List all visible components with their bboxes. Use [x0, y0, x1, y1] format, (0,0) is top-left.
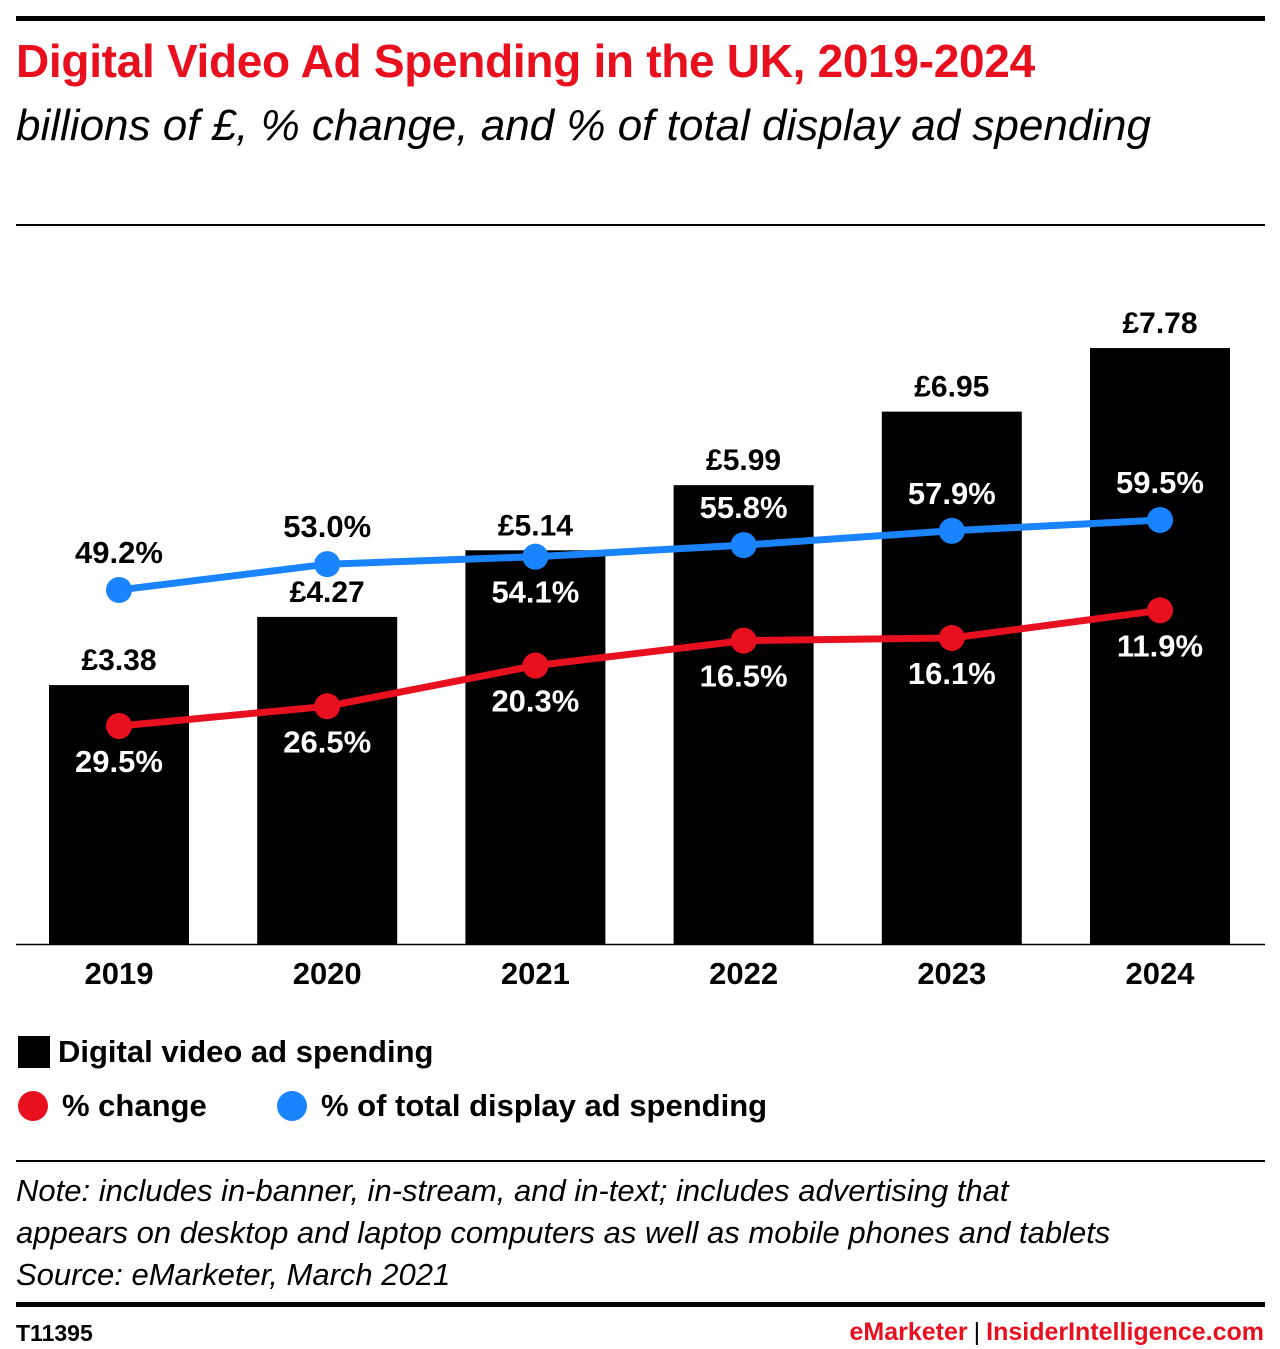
note-line-2: appears on desktop and laptop computers …	[16, 1215, 1111, 1250]
legend-blue: % of total display ad spending	[277, 1088, 767, 1124]
legend-red: % change	[18, 1088, 207, 1124]
pct-change-point-2020	[314, 693, 341, 720]
pct-change-point-2023	[938, 624, 965, 651]
chart-subtitle: billions of £, % change, and % of total …	[16, 101, 1151, 150]
legend-red-swatch	[18, 1091, 48, 1121]
pct-display-point-2020	[314, 551, 341, 578]
legend-bar: Digital video ad spending	[18, 1034, 433, 1070]
pct-display-point-2023	[938, 517, 965, 544]
pct-change-point-2021	[522, 652, 549, 679]
pct-change-line	[115, 606, 1164, 730]
bar-2021	[465, 550, 606, 944]
pct-display-line	[115, 516, 1164, 594]
legend-blue-label: % of total display ad spending	[321, 1088, 768, 1123]
bar-label-2024: £7.78	[1122, 307, 1197, 340]
bar-label-2022: £5.99	[706, 444, 781, 477]
pct-display-point-2024	[1147, 506, 1173, 533]
brand-emarketer: eMarketer	[849, 1318, 968, 1346]
pct-change-point-2022	[730, 627, 757, 654]
bar-2022	[673, 485, 814, 944]
footer-brand: eMarketer | InsiderIntelligence.com	[850, 1318, 1265, 1347]
pct-change-label-2019: 29.5%	[75, 744, 163, 779]
pct-display-point-2021	[522, 543, 549, 570]
bar-2023	[881, 411, 1022, 944]
pct-change-point-2019	[106, 713, 132, 739]
x-tick-2019: 2019	[85, 956, 154, 991]
note-line-1: Note: includes in-banner, in-stream, and…	[16, 1173, 1009, 1208]
top-rule	[16, 16, 1265, 21]
footer-rule	[16, 1302, 1265, 1307]
pct-change-label-2022: 16.5%	[700, 659, 788, 694]
pct-display-label-2024: 59.5%	[1116, 465, 1204, 500]
pct-display-label-2021: 54.1%	[491, 575, 579, 610]
bar-2024	[1090, 348, 1230, 944]
pct-change-label-2021: 20.3%	[491, 684, 579, 719]
x-tick-2024: 2024	[1126, 956, 1196, 991]
source-line: Source: eMarketer, March 2021	[16, 1257, 451, 1292]
pct-display-label-2020: 53.0%	[283, 509, 371, 544]
pct-display-point-2022	[730, 532, 757, 559]
legend-red-label: % change	[62, 1088, 207, 1123]
pct-display-point-2019	[106, 577, 132, 603]
x-tick-2021: 2021	[501, 956, 570, 991]
pct-display-label-2022: 55.8%	[700, 490, 788, 525]
brand-separator: |	[973, 1318, 981, 1346]
header-rule	[16, 224, 1265, 226]
legend-bar-label: Digital video ad spending	[58, 1034, 434, 1069]
pct-change-label-2020: 26.5%	[283, 724, 371, 759]
legend-blue-swatch	[277, 1091, 307, 1121]
pct-change-point-2024	[1147, 597, 1173, 624]
x-tick-2020: 2020	[293, 956, 362, 991]
pct-change-label-2024: 11.9%	[1117, 628, 1203, 663]
chart-id: T11395	[16, 1320, 93, 1346]
bar-label-2019: £3.38	[81, 644, 156, 677]
bar-label-2020: £4.27	[290, 576, 365, 609]
note-block: Note: includes in-banner, in-stream, and…	[16, 1170, 1266, 1296]
bar-label-2021: £5.14	[498, 509, 573, 542]
brand-insider: InsiderIntelligence.com	[986, 1318, 1264, 1346]
x-tick-2022: 2022	[709, 956, 778, 991]
chart-svg: £3.38 £4.27 £5.14 £5.99 £6.95 £7.78 2019 2020 20…	[16, 307, 1265, 991]
chart-title: Digital Video Ad Spending in the UK, 201…	[16, 35, 1035, 87]
pct-display-label-2023: 57.9%	[908, 476, 996, 511]
pct-change-label-2023: 16.1%	[908, 656, 996, 691]
pct-display-label-2019: 49.2%	[75, 535, 163, 570]
legend-bar-swatch	[18, 1036, 50, 1068]
note-rule	[16, 1160, 1265, 1162]
bar-label-2023: £6.95	[914, 371, 989, 404]
x-tick-2023: 2023	[917, 956, 986, 991]
bar-2020	[257, 616, 398, 944]
